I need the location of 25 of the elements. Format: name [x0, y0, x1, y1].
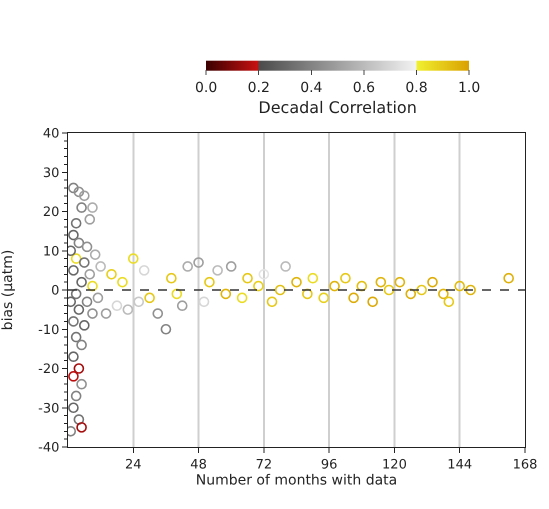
y-tick-label: 30 [42, 166, 60, 181]
x-tick-label: 120 [382, 458, 407, 473]
color-bar-label: 0.4 [300, 80, 323, 96]
y-tick-label: 20 [42, 205, 60, 220]
y-tick-label: 10 [42, 244, 60, 260]
color-bar-title: Decadal Correlation [258, 98, 417, 117]
x-tick-label: 72 [256, 458, 272, 473]
y-tick-label: -20 [38, 362, 60, 378]
x-axis-title: Number of months with data [196, 472, 398, 489]
y-tick-label: -10 [38, 322, 60, 338]
y-tick-label: 40 [42, 126, 60, 142]
color-bar-label: 0.2 [248, 80, 270, 96]
x-tick-label: 96 [320, 458, 338, 473]
x-tick-label: 24 [125, 458, 142, 473]
x-tick-label: 168 [512, 458, 538, 473]
color-bar-label: 0.0 [194, 80, 218, 96]
y-axis-title: bias (μatm) [0, 250, 16, 330]
y-tick-label: -30 [38, 401, 60, 416]
y-tick-label: 0 [51, 284, 60, 299]
color-bar-label: 1.0 [458, 80, 480, 96]
color-bar-label: 0.6 [352, 80, 376, 96]
x-tick-label: 48 [190, 458, 207, 473]
x-tick-label: 144 [447, 458, 472, 473]
y-tick-label: -40 [38, 440, 60, 456]
color-bar-label: 0.8 [405, 80, 428, 96]
